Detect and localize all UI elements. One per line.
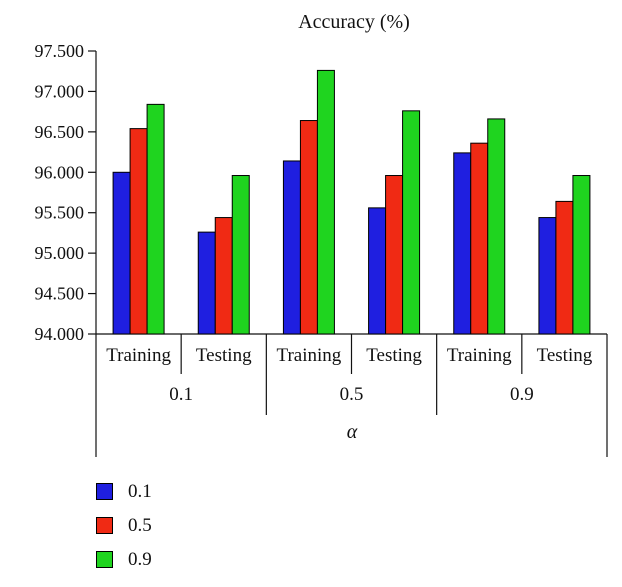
- x-tick-label: Training: [106, 345, 171, 366]
- legend-swatch-0.5: [96, 517, 113, 534]
- group-label: 0.5: [340, 384, 364, 405]
- y-tick-label: 97.500: [35, 41, 85, 61]
- y-tick-label: 95.000: [35, 243, 85, 263]
- x-tick-label: Testing: [366, 345, 422, 366]
- bar-0.1-0.1-training: [112, 171, 131, 335]
- x-tick-label: Testing: [196, 345, 252, 366]
- bar-0.9-0.9-training: [487, 118, 506, 335]
- bar-0.1-0.5-training: [282, 160, 301, 335]
- legend-swatch-0.9: [96, 551, 113, 568]
- x-tick-label: Testing: [537, 345, 593, 366]
- group-label: 0.9: [510, 384, 534, 405]
- bar-0.1-0.9-testing: [538, 217, 557, 335]
- x-tick-label: Training: [277, 345, 342, 366]
- y-tick-label: 96.500: [35, 122, 85, 142]
- bar-0.1-0.9-training: [453, 152, 472, 335]
- bar-0.5-0.9-training: [470, 142, 489, 335]
- legend-item-0.9: 0.9: [96, 548, 216, 582]
- legend-item-0.1: 0.1: [96, 480, 216, 514]
- legend-swatch-0.1: [96, 483, 113, 500]
- bar-0.9-0.1-testing: [231, 175, 250, 335]
- legend: 0.1 0.5 0.9: [96, 480, 216, 582]
- bar-0.9-0.9-testing: [572, 175, 591, 335]
- bar-0.9-0.5-testing: [402, 110, 421, 335]
- bar-0.9-0.1-training: [146, 103, 165, 335]
- y-tick-label: 97.000: [35, 81, 85, 101]
- bar-0.1-0.5-testing: [368, 207, 387, 335]
- bar-0.5-0.1-training: [129, 128, 148, 335]
- bar-0.5-0.5-training: [299, 120, 318, 335]
- chart-title: Accuracy (%): [298, 11, 410, 33]
- legend-item-0.5: 0.5: [96, 514, 216, 548]
- legend-label-0.5: 0.5: [128, 515, 152, 536]
- y-tick-label: 95.500: [35, 203, 85, 223]
- x-tick-label: Training: [447, 345, 512, 366]
- group-label: 0.1: [169, 384, 193, 405]
- legend-label-0.9: 0.9: [128, 549, 152, 570]
- bar-0.1-0.1-testing: [197, 231, 216, 335]
- bar-0.5-0.9-testing: [555, 200, 574, 335]
- y-tick-label: 94.500: [35, 284, 85, 304]
- y-tick-label: 94.000: [35, 324, 85, 344]
- bar-0.9-0.5-training: [316, 69, 335, 335]
- legend-label-0.1: 0.1: [128, 481, 152, 502]
- x-axis-label: α: [347, 421, 358, 443]
- y-tick-label: 96.000: [35, 162, 85, 182]
- bar-0.5-0.1-testing: [214, 217, 233, 335]
- bar-0.5-0.5-testing: [385, 175, 404, 335]
